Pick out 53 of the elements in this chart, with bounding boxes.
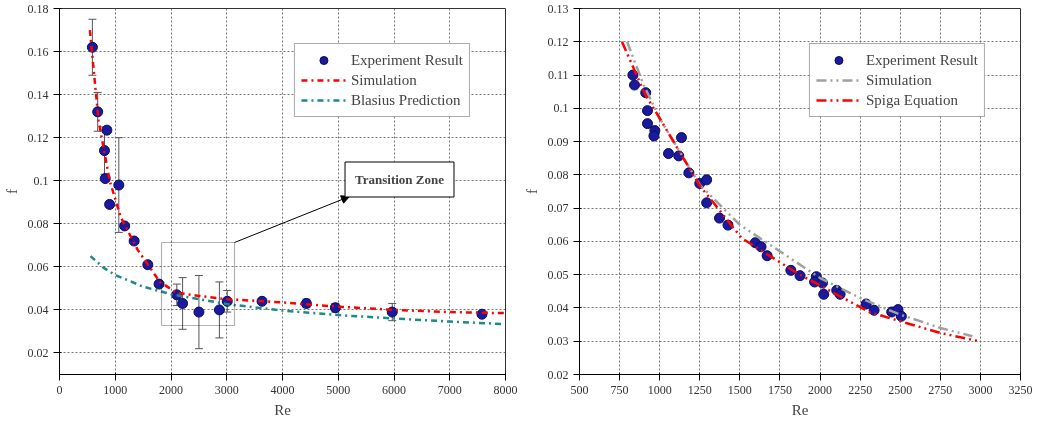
y-tick-label: 0.05: [547, 267, 569, 282]
x-tick-label: 3000: [968, 382, 993, 397]
x-tick-label: 1250: [687, 382, 712, 397]
y-tick-label: 0.12: [27, 130, 49, 145]
y-axis-title: f: [523, 189, 540, 194]
x-tick-label: 7000: [437, 382, 462, 397]
x-tick-label: 1750: [767, 382, 792, 397]
legend-label: Spiga Equation: [865, 91, 959, 109]
y-axis-title: f: [3, 189, 20, 194]
y-tick-label: 0.12: [547, 34, 569, 49]
y-tick-label: 0.16: [27, 44, 49, 59]
y-tick-label: 0.14: [27, 87, 49, 102]
y-tick-label: 0.13: [547, 1, 569, 16]
legend-label: Simulation: [350, 71, 417, 89]
y-tick-label: 0.1: [553, 101, 569, 116]
x-tick-label: 2750: [928, 382, 953, 397]
annotation: Transition Zone: [355, 172, 445, 187]
x-tick-label: 5000: [326, 382, 351, 397]
legend-label: Simulation: [865, 71, 932, 89]
x-tick-label: 4000: [270, 382, 295, 397]
y-tick-label: 0.09: [547, 134, 569, 149]
y-tick-label: 0.11: [547, 68, 569, 83]
x-axis-title: Re: [274, 401, 292, 418]
y-tick-label: 0.06: [547, 234, 569, 249]
y-tick-label: 0.04: [27, 302, 49, 317]
x-tick-label: 750: [610, 382, 629, 397]
x-tick-label: 3000: [214, 382, 239, 397]
x-tick-label: 1000: [647, 382, 672, 397]
legend-label: Experiment Result: [350, 51, 463, 69]
x-tick-label: 500: [570, 382, 589, 397]
y-tick-label: 0.06: [27, 259, 49, 274]
y-tick-label: 0.02: [547, 367, 569, 382]
x-tick-label: 2250: [848, 382, 873, 397]
legend-label: Experiment Result: [865, 51, 978, 69]
y-tick-label: 0.1: [33, 173, 49, 188]
y-tick-label: 0.08: [27, 216, 49, 231]
y-tick-label: 0.04: [547, 300, 569, 315]
y-tick-label: 0.03: [547, 334, 569, 349]
x-tick-label: 2000: [159, 382, 183, 397]
x-tick-label: 0: [56, 382, 63, 397]
x-tick-label: 8000: [493, 382, 518, 397]
x-tick-label: 2000: [808, 382, 833, 397]
x-tick-label: 1500: [727, 382, 752, 397]
y-tick-label: 0.02: [27, 345, 49, 360]
y-tick-label: 0.08: [547, 167, 569, 182]
legend-label: Blasius Prediction: [350, 91, 461, 109]
x-tick-label: 2500: [888, 382, 913, 397]
x-tick-label: 6000: [382, 382, 406, 397]
x-tick-label: 3250: [1008, 382, 1033, 397]
x-tick-label: 1000: [103, 382, 128, 397]
y-tick-label: 0.07: [547, 201, 569, 216]
y-tick-label: 0.18: [27, 1, 49, 16]
x-axis-title: Re: [791, 401, 809, 418]
